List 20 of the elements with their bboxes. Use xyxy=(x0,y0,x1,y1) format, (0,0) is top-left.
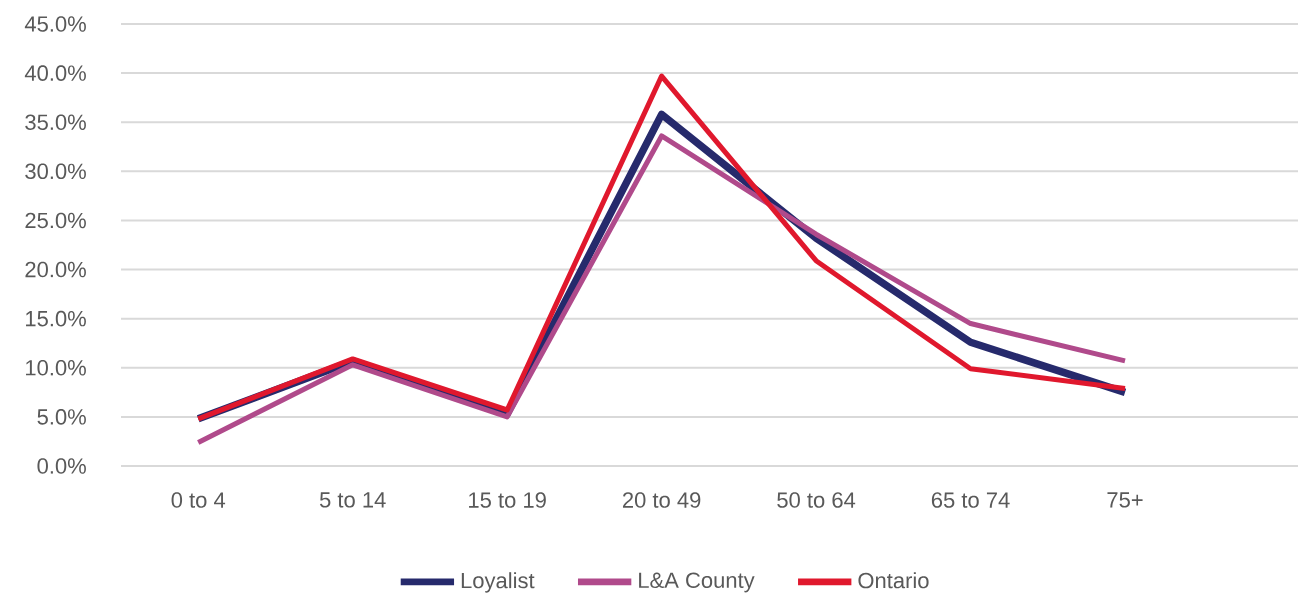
legend-label: L&A County xyxy=(639,572,755,593)
x-tick-label: 20 to 49 xyxy=(622,492,701,508)
y-tick-label: 40.0% xyxy=(24,65,86,81)
y-tick-label: 35.0% xyxy=(25,114,86,130)
x-tick-label: 50 to 64 xyxy=(777,492,856,508)
x-tick-label: 5 to 14 xyxy=(319,492,386,508)
x-tick-label: 65 to 74 xyxy=(931,492,1010,508)
x-tick-label: 75+ xyxy=(1107,492,1143,508)
legend-label: Loyalist xyxy=(461,572,535,593)
x-tick-label: 15 to 19 xyxy=(469,492,546,508)
x-tick-label: 0 to 4 xyxy=(171,492,226,508)
y-tick-label: 25.0% xyxy=(25,212,86,229)
legend-label: Ontario xyxy=(858,572,929,589)
y-tick-label: 0.0% xyxy=(37,458,86,474)
y-tick-label: 5.0% xyxy=(37,409,86,425)
y-tick-label: 20.0% xyxy=(25,261,86,278)
y-tick-label: 45.0% xyxy=(24,16,86,32)
y-tick-label: 15.0% xyxy=(26,310,86,327)
y-tick-label: 30.0% xyxy=(25,163,86,180)
y-tick-label: 10.0% xyxy=(26,359,86,376)
